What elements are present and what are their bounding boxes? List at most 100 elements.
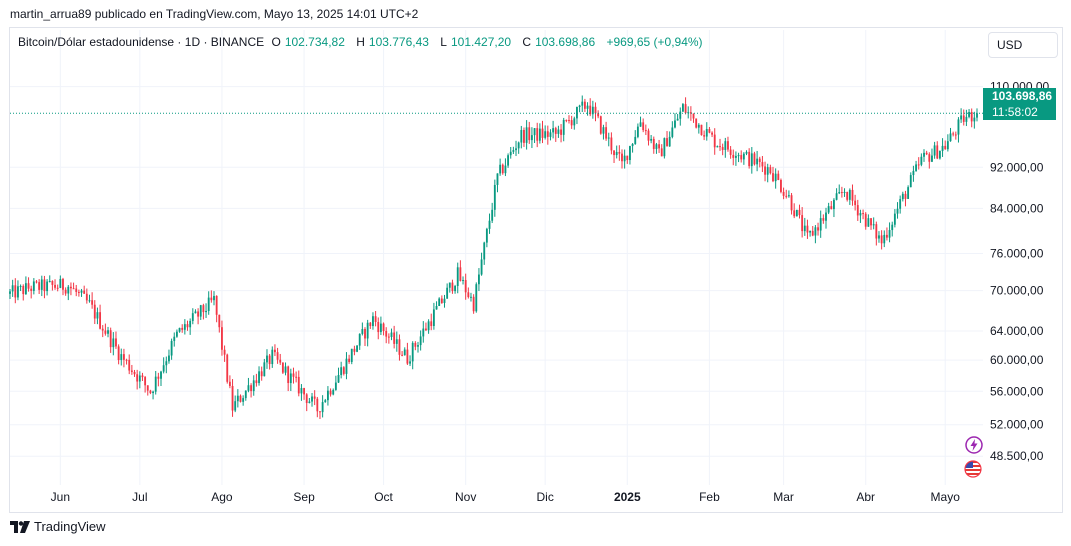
candle-body [342, 367, 345, 374]
candle-body [917, 164, 920, 166]
candle [928, 152, 931, 169]
candle-body [268, 355, 271, 365]
candle-body [618, 151, 621, 154]
candle-body [960, 115, 963, 120]
us-flag-event-icon[interactable] [964, 460, 982, 478]
candle-body [594, 106, 597, 114]
candle [740, 150, 743, 163]
candle [462, 276, 464, 285]
candle [340, 361, 343, 379]
candle [255, 373, 258, 387]
candle-body [319, 411, 321, 413]
candle [578, 104, 581, 113]
candle-body [655, 144, 658, 149]
candle-body [425, 328, 427, 331]
candle-body [605, 127, 608, 139]
candle-body [340, 367, 343, 376]
candle [851, 184, 854, 206]
candle-body [888, 230, 891, 238]
candle [239, 394, 242, 403]
candle-body [427, 321, 430, 331]
candle [504, 158, 507, 177]
candle [647, 128, 650, 146]
candle-body [372, 316, 374, 327]
candle-body [501, 164, 504, 174]
candle [480, 252, 483, 276]
candle [909, 172, 912, 188]
candle-body [321, 402, 324, 413]
candle-body [451, 282, 454, 292]
candle-body [443, 298, 446, 303]
candle-body [546, 131, 549, 137]
candle [597, 110, 600, 119]
candle [631, 143, 634, 153]
candle-body [941, 145, 944, 151]
candle-body [769, 167, 772, 174]
candle-body [666, 138, 668, 147]
candle [944, 140, 947, 150]
candle [138, 371, 141, 389]
candle [228, 375, 231, 389]
candle [19, 284, 22, 292]
candle-body [674, 120, 676, 128]
candle-body [517, 142, 520, 149]
candle-body [552, 128, 555, 133]
candle [626, 155, 629, 164]
candle [859, 209, 862, 223]
candle-body [178, 327, 181, 332]
candle-body [387, 336, 390, 338]
candle [435, 301, 438, 310]
candle-body [329, 390, 332, 395]
candle-body [520, 129, 523, 143]
candle [475, 282, 478, 313]
candle-body [393, 332, 396, 344]
candle [917, 157, 920, 170]
candle [348, 354, 351, 364]
candle [43, 275, 46, 299]
candle-body [157, 376, 160, 379]
candle-body [859, 213, 862, 216]
open-label: O [271, 35, 281, 49]
candle-body [872, 224, 875, 226]
candle [337, 367, 340, 383]
candle [414, 341, 417, 351]
candle [557, 125, 560, 138]
candle-body [14, 285, 17, 298]
candle [374, 310, 377, 327]
bar-countdown: 11:58:02 [992, 105, 1038, 119]
candle [154, 370, 157, 395]
candle-body [578, 105, 581, 108]
candle-body [17, 286, 19, 298]
candle [395, 331, 398, 352]
candle [827, 202, 830, 215]
candle-body [899, 199, 902, 209]
candle-body [144, 377, 147, 386]
candle [244, 390, 247, 401]
candle-body [276, 352, 279, 360]
symbol-name[interactable]: Bitcoin/Dólar estadounidense · 1D · BINA… [18, 35, 265, 49]
candle [528, 121, 531, 144]
candle-body [541, 128, 544, 138]
candle-body [250, 385, 253, 392]
candle [573, 116, 576, 130]
candle-body [56, 287, 59, 289]
currency-button[interactable]: USD [988, 32, 1058, 58]
candle [112, 332, 115, 356]
tradingview-footer[interactable]: TradingView [10, 519, 106, 534]
candle [639, 116, 642, 127]
candle [14, 278, 17, 304]
candle [311, 392, 313, 407]
candle-body [40, 279, 43, 290]
lightning-event-icon[interactable] [965, 436, 983, 454]
candle-body [729, 149, 732, 155]
candle [880, 230, 883, 250]
candle-body [85, 293, 88, 301]
candle-body [944, 145, 947, 150]
candle-body [848, 189, 851, 200]
candle-body [483, 242, 486, 260]
candle [271, 346, 274, 368]
candle [607, 132, 610, 147]
candle-body [337, 375, 340, 383]
candle-body [255, 380, 258, 384]
